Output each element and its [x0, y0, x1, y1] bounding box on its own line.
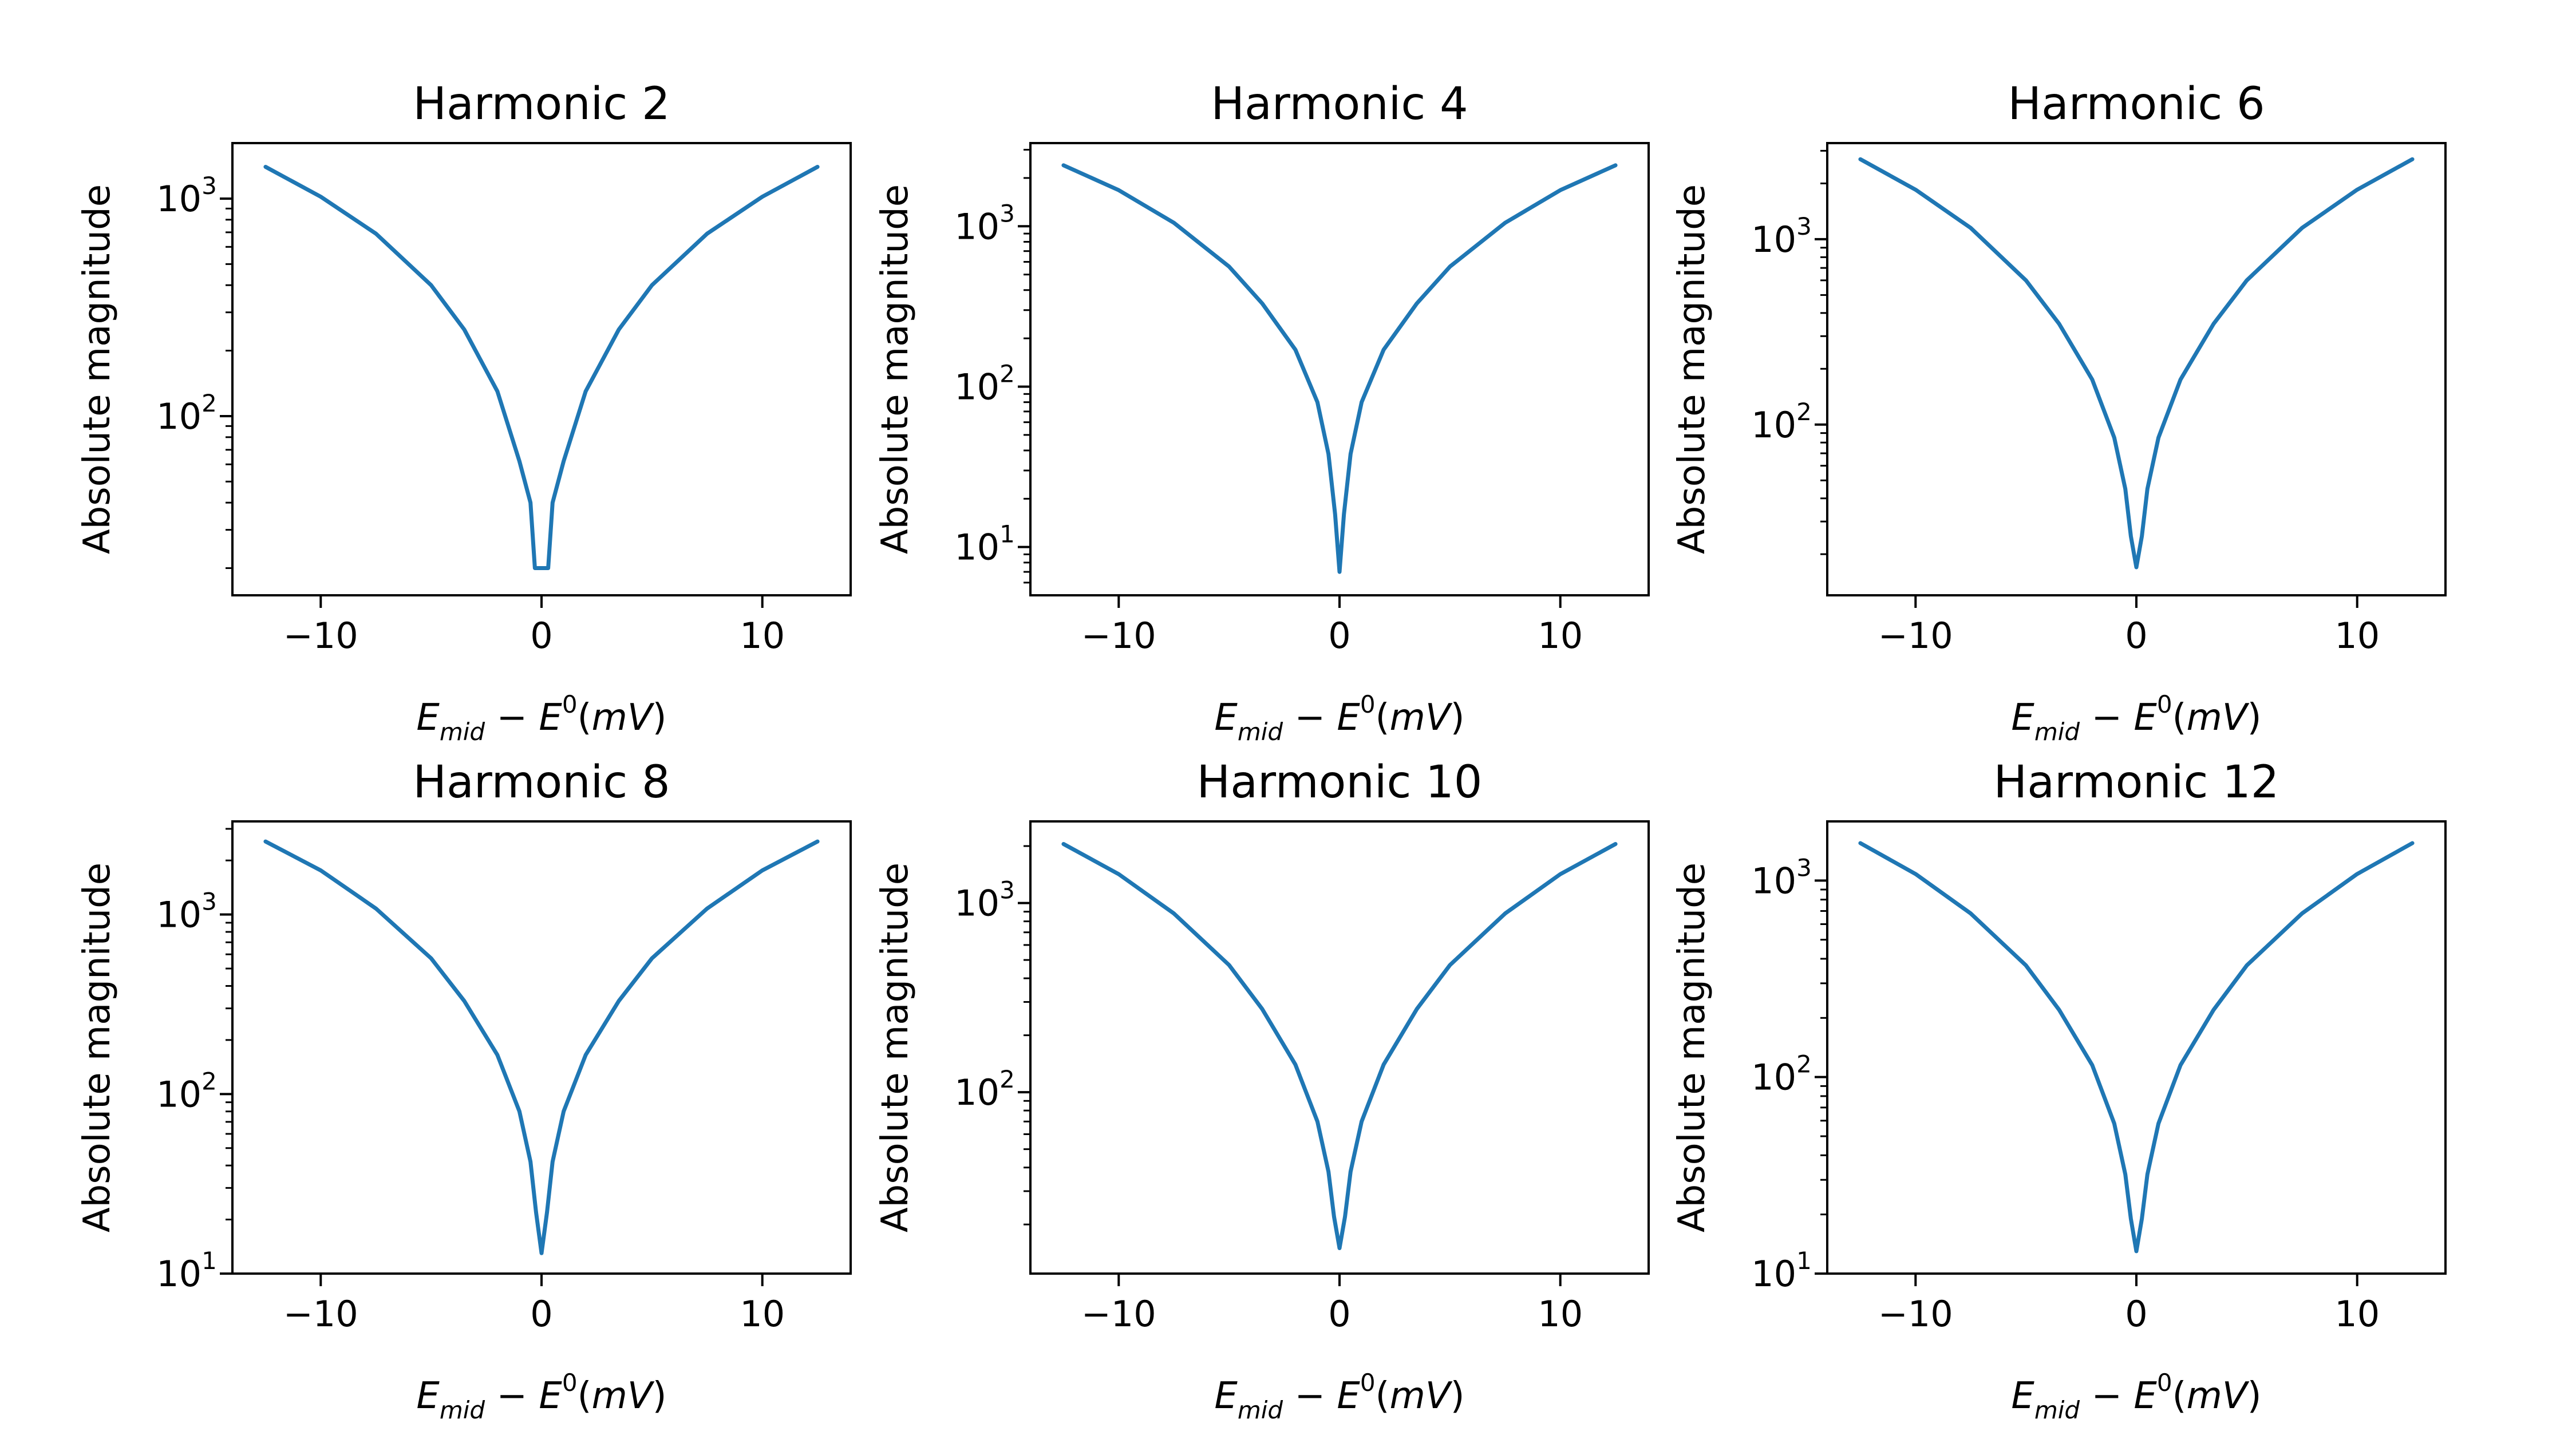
y-axis-label: Absolute magnitude: [1671, 184, 1713, 554]
subplot-6: Harmonic 12 Absolute magnitude Emid − E0(m…: [1671, 757, 2447, 1424]
x-tick-label: −10: [1081, 1293, 1156, 1335]
y-tick-label: 102: [156, 1067, 217, 1115]
y-axis-label: Absolute magnitude: [76, 863, 118, 1232]
y-axis-label: Absolute magnitude: [76, 184, 118, 554]
x-axis-label: Emid − E0(mV): [416, 1369, 666, 1424]
x-tick-label: 0: [530, 1293, 552, 1335]
plot-title: Harmonic 8: [413, 757, 670, 808]
x-tick-label: 10: [2334, 615, 2380, 657]
y-tick-label: 103: [156, 172, 217, 220]
y-tick-label: 101: [954, 520, 1015, 568]
x-tick-label: 10: [1538, 615, 1583, 657]
series-line: [1061, 842, 1618, 1250]
series-line: [1858, 841, 2415, 1254]
y-tick-label: 102: [954, 359, 1015, 408]
x-axis-label: Emid − E0(mV): [2011, 690, 2261, 746]
axes-frame: [231, 820, 852, 1275]
axes-frame: [1826, 142, 2447, 596]
x-tick-label: −10: [283, 1293, 358, 1335]
y-tick-label: 103: [954, 199, 1015, 247]
y-tick-label: 103: [954, 876, 1015, 924]
y-tick-label: 102: [1751, 398, 1812, 446]
x-tick-label: 10: [2334, 1293, 2380, 1335]
x-tick-label: 0: [530, 615, 552, 657]
subplot-3: Harmonic 6 Absolute magnitude Emid − E0(mV…: [1671, 78, 2447, 746]
y-tick-label: 101: [156, 1247, 217, 1295]
x-tick-label: −10: [1878, 615, 1953, 657]
y-axis-label: Absolute magnitude: [874, 863, 916, 1232]
y-tick-label: 103: [156, 888, 217, 936]
axes-frame: [1029, 142, 1650, 596]
y-tick-label: 103: [1751, 853, 1812, 902]
subplot-2: Harmonic 4 Absolute magnitude Emid − E0(mV…: [874, 78, 1650, 746]
y-axis-label: Absolute magnitude: [1671, 863, 1713, 1232]
axes-frame: [1826, 820, 2447, 1275]
x-tick-label: 0: [1328, 1293, 1350, 1335]
x-tick-label: 10: [1538, 1293, 1583, 1335]
plot-title: Harmonic 6: [2008, 78, 2265, 130]
x-axis-label: Emid − E0(mV): [1214, 690, 1464, 746]
series-line: [263, 165, 820, 570]
plot-title: Harmonic 4: [1211, 78, 1468, 130]
y-axis-label: Absolute magnitude: [874, 184, 916, 554]
plot-title: Harmonic 12: [1994, 757, 2279, 808]
x-axis-label: Emid − E0(mV): [1214, 1369, 1464, 1424]
axes-frame: [231, 142, 852, 596]
y-tick-label: 102: [156, 389, 217, 437]
y-tick-label: 101: [1751, 1247, 1812, 1295]
x-axis-label: Emid − E0(mV): [2011, 1369, 2261, 1424]
axes-frame: [1029, 820, 1650, 1275]
y-tick-label: 103: [1751, 212, 1812, 260]
subplot-1: Harmonic 2 Absolute magnitude Emid − E0(mV…: [76, 78, 852, 746]
subplot-5: Harmonic 10 Absolute magnitude Emid − E0(m…: [874, 757, 1650, 1424]
x-tick-label: 10: [740, 1293, 785, 1335]
series-line: [263, 839, 820, 1255]
x-tick-label: −10: [1878, 1293, 1953, 1335]
x-tick-label: 0: [2125, 615, 2147, 657]
series-line: [1061, 163, 1618, 574]
y-tick-label: 102: [954, 1065, 1015, 1113]
x-tick-label: −10: [1081, 615, 1156, 657]
x-axis-label: Emid − E0(mV): [416, 690, 666, 746]
x-tick-label: 0: [2125, 1293, 2147, 1335]
x-tick-label: 0: [1328, 615, 1350, 657]
plot-title: Harmonic 2: [413, 78, 670, 130]
x-tick-label: 10: [740, 615, 785, 657]
series-line: [1858, 157, 2415, 570]
plot-title: Harmonic 10: [1197, 757, 1483, 808]
y-tick-label: 102: [1751, 1050, 1812, 1098]
subplot-4: Harmonic 8 Absolute magnitude Emid − E0(mV…: [76, 757, 852, 1424]
x-tick-label: −10: [283, 615, 358, 657]
